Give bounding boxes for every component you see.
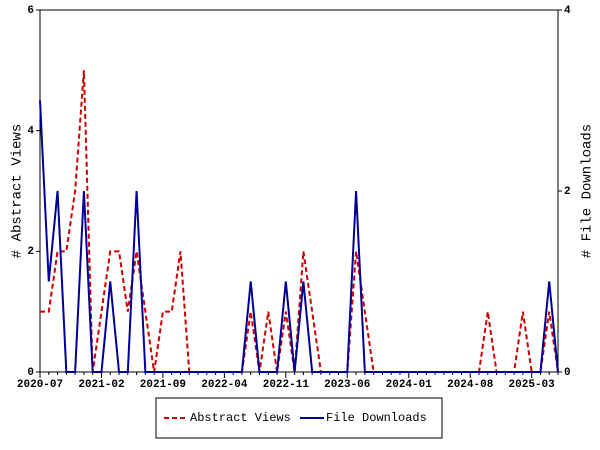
y2-axis-label: # File Downloads <box>580 124 596 258</box>
legend-label: File Downloads <box>326 411 427 425</box>
x-tick-label: 2024-08 <box>447 379 494 391</box>
legend-label: Abstract Views <box>190 411 291 425</box>
y-tick-label: 4 <box>27 126 34 138</box>
y-tick-label: 6 <box>27 5 34 17</box>
x-tick-label: 2022-04 <box>201 379 248 391</box>
x-tick-label: 2025-03 <box>509 379 556 391</box>
x-tick-label: 2021-09 <box>140 379 186 391</box>
y2-tick-label: 4 <box>564 5 571 17</box>
x-tick-label: 2022-11 <box>263 379 310 391</box>
y-axis-label: # Abstract Views <box>10 124 26 258</box>
y-tick-label: 2 <box>27 246 34 258</box>
x-tick-label: 2021-02 <box>78 379 124 391</box>
x-tick-label: 2024-01 <box>386 379 433 391</box>
legend <box>155 397 443 439</box>
y2-tick-label: 0 <box>564 367 571 379</box>
x-tick-label: 2023-06 <box>324 379 370 391</box>
y2-tick-label: 2 <box>564 186 571 198</box>
y-tick-label: 0 <box>27 367 34 379</box>
series-line <box>39 100 559 373</box>
x-tick-label: 2020-07 <box>17 379 63 391</box>
